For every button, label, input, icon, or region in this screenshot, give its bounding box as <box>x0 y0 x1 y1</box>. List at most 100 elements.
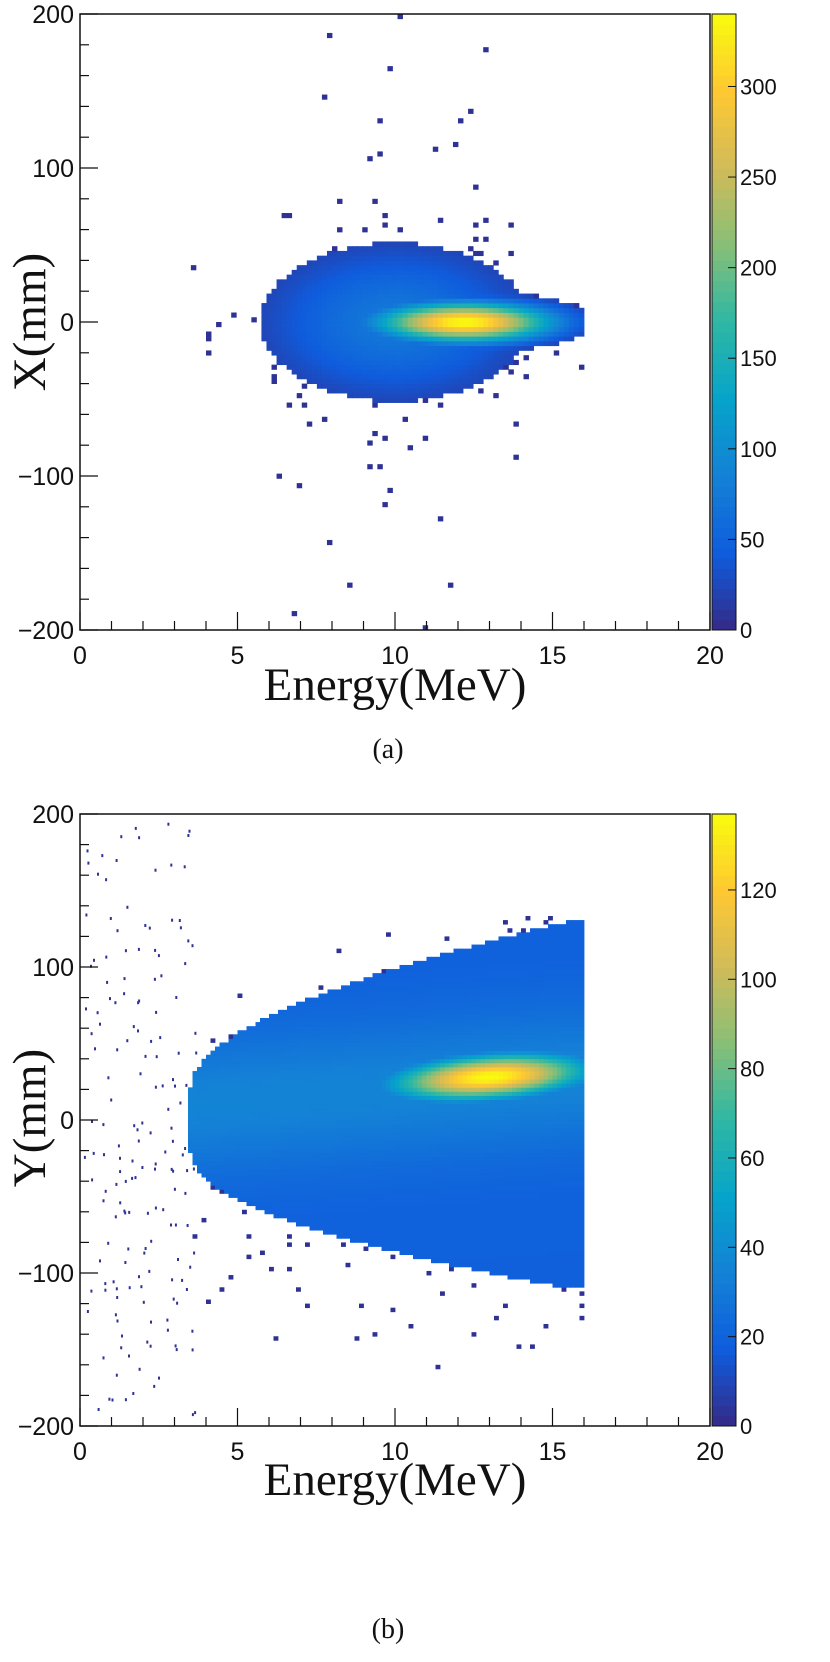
heatmap-cell <box>413 1156 418 1162</box>
heatmap-cell <box>463 350 469 356</box>
heatmap-cell <box>362 383 368 389</box>
heatmap-cell <box>417 1030 423 1035</box>
heatmap-cell <box>278 1213 283 1219</box>
heatmap-cell <box>309 1128 315 1133</box>
heatmap-cell <box>347 393 353 399</box>
heatmap-cell <box>341 1095 346 1100</box>
heatmap-cell <box>387 326 393 332</box>
heatmap-cell <box>224 1099 229 1105</box>
heatmap-cell <box>242 1095 247 1100</box>
heatmap-cell <box>440 1034 445 1039</box>
heatmap-cell <box>528 293 534 299</box>
heatmap-cell <box>269 1115 274 1121</box>
heatmap-cell <box>407 303 414 309</box>
heatmap-cell <box>426 1058 432 1064</box>
heatmap-cell <box>271 303 277 309</box>
heatmap-cell <box>382 298 388 304</box>
heatmap-cell <box>291 326 298 332</box>
heatmap-cell <box>357 246 363 252</box>
heatmap-cell <box>305 1222 310 1227</box>
heatmap-cell <box>417 1213 423 1219</box>
heatmap-cell <box>287 1234 292 1239</box>
heatmap-cell <box>458 288 464 294</box>
heatmap-cell <box>363 1213 369 1219</box>
heatmap-cell <box>300 1042 306 1047</box>
heatmap-cell <box>449 1173 454 1178</box>
heatmap-cell <box>426 1022 432 1027</box>
heatmap-cell <box>435 1181 441 1186</box>
heatmap-cell <box>273 1185 279 1190</box>
heatmap-cell <box>357 345 363 351</box>
heatmap-cell <box>305 1009 310 1015</box>
heatmap-cell <box>399 1140 405 1145</box>
heatmap-cell <box>372 378 378 384</box>
heatmap-cell <box>219 1144 225 1149</box>
heatmap-cell <box>422 331 429 337</box>
heatmap-cell <box>251 1030 256 1035</box>
heatmap-cell <box>407 374 414 380</box>
heatmap-cell <box>352 265 358 271</box>
heatmap-cell <box>533 307 540 313</box>
heatmap-cell <box>463 307 469 313</box>
heatmap-cell <box>386 1185 391 1190</box>
heatmap-cell <box>341 1193 346 1198</box>
heatmap-cell <box>377 246 383 252</box>
heatmap-cell <box>210 1054 216 1060</box>
heatmap-cell <box>282 1177 288 1182</box>
heatmap-cell <box>305 1054 310 1060</box>
heatmap-cell <box>404 1034 409 1039</box>
heatmap-cell <box>323 1160 328 1166</box>
heatmap-cell <box>242 1091 247 1096</box>
heatmap-cell <box>431 1222 436 1227</box>
heatmap-cell <box>437 260 444 266</box>
heatmap-cell <box>301 293 308 299</box>
heatmap-cell <box>318 1107 324 1113</box>
heatmap-cell <box>345 1156 351 1162</box>
heatmap-cell <box>219 1079 225 1084</box>
heatmap-cell <box>437 393 444 399</box>
heatmap-cell <box>377 1156 382 1162</box>
heatmap-cell <box>350 1034 355 1039</box>
heatmap-cell <box>321 312 328 318</box>
heatmap-cell <box>368 1181 373 1186</box>
heatmap-cell <box>286 364 293 370</box>
heatmap-cell <box>431 969 436 974</box>
heatmap-cell <box>336 1164 342 1170</box>
heatmap-cell <box>296 1038 301 1043</box>
heatmap-cell <box>426 981 432 986</box>
heatmap-cell <box>192 1120 198 1125</box>
heatmap-cell <box>493 312 499 318</box>
heatmap-cell <box>296 1026 301 1031</box>
heatmap-cell <box>323 1107 328 1113</box>
heatmap-cell <box>318 1050 324 1056</box>
heatmap-cell <box>368 1095 373 1100</box>
heatmap-cell <box>444 1115 450 1121</box>
heatmap-cell <box>264 1091 270 1096</box>
heatmap-cell <box>219 1046 225 1052</box>
heatmap-cell <box>291 1091 297 1096</box>
heatmap-cell <box>309 1173 315 1178</box>
heatmap-cell <box>327 1185 333 1190</box>
heatmap-cell <box>350 1030 355 1035</box>
heatmap-cell <box>437 279 444 285</box>
heatmap-cell <box>296 1128 301 1133</box>
heatmap-cell <box>412 279 419 285</box>
heatmap-cell <box>538 303 545 309</box>
heatmap-cell <box>413 977 418 982</box>
heatmap-cell <box>318 1132 324 1137</box>
heatmap-cell <box>201 1062 207 1068</box>
heatmap-cell <box>381 1038 387 1043</box>
heatmap-cell <box>463 298 469 304</box>
heatmap-cell <box>431 985 436 990</box>
heatmap-cell <box>287 1013 292 1019</box>
heatmap-cell <box>413 1177 418 1182</box>
heatmap-cell <box>332 993 337 998</box>
heatmap-cell <box>412 246 419 252</box>
heatmap-cell <box>368 1189 373 1194</box>
heatmap-cell <box>435 1246 441 1251</box>
heatmap-cell <box>296 1209 301 1215</box>
heatmap-cell <box>251 1189 256 1194</box>
heatmap-cell <box>390 1022 396 1027</box>
heatmap-cell <box>354 1197 360 1202</box>
heatmap-cell <box>345 1193 351 1198</box>
